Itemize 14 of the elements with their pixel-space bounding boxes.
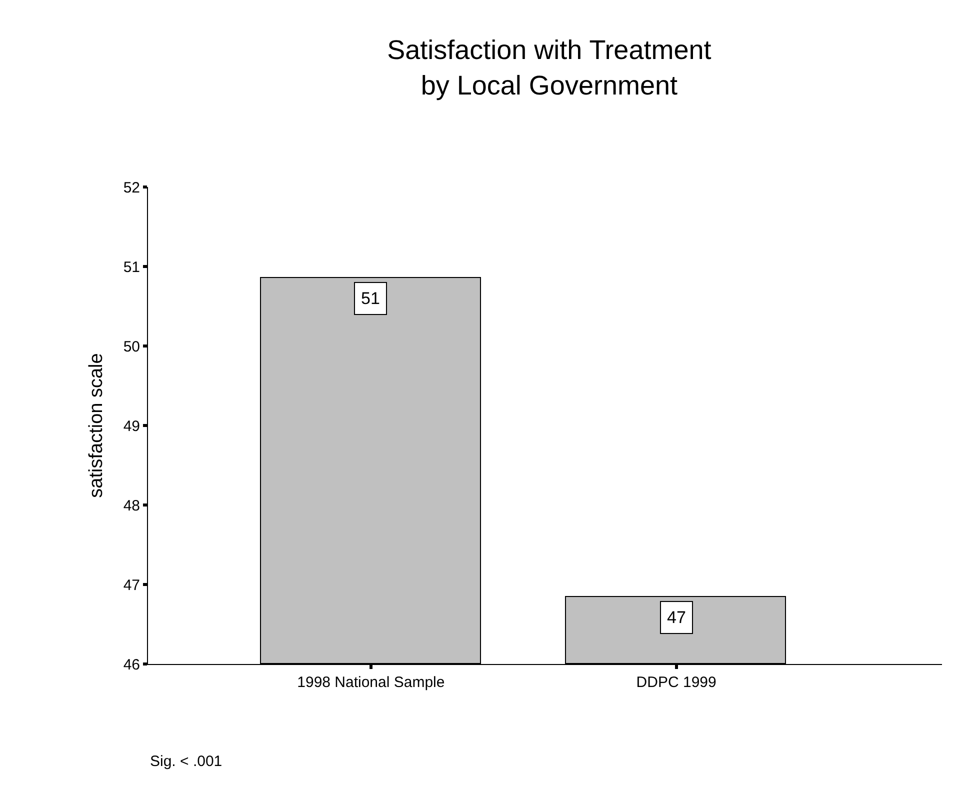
y-tick-label: 52: [123, 179, 140, 196]
data-label: 47: [667, 608, 686, 627]
y-tick-label: 46: [123, 656, 140, 674]
y-tick-label: 47: [123, 576, 140, 594]
x-tick-label: 1998 National Sample: [297, 674, 445, 691]
text: Sig. < .001: [150, 753, 222, 770]
y-tick-label: 48: [123, 497, 140, 514]
data-label: 51: [361, 289, 380, 308]
y-tick-label: 51: [123, 258, 140, 276]
y-tick-label: 50: [123, 338, 140, 356]
x-tick-label: DDPC 1999: [636, 674, 716, 691]
y-axis-title: satisfaction scale: [86, 353, 108, 498]
y-tick-label: 49: [123, 418, 140, 435]
chart-title: Satisfaction with Treatment by Local Government: [387, 35, 712, 100]
